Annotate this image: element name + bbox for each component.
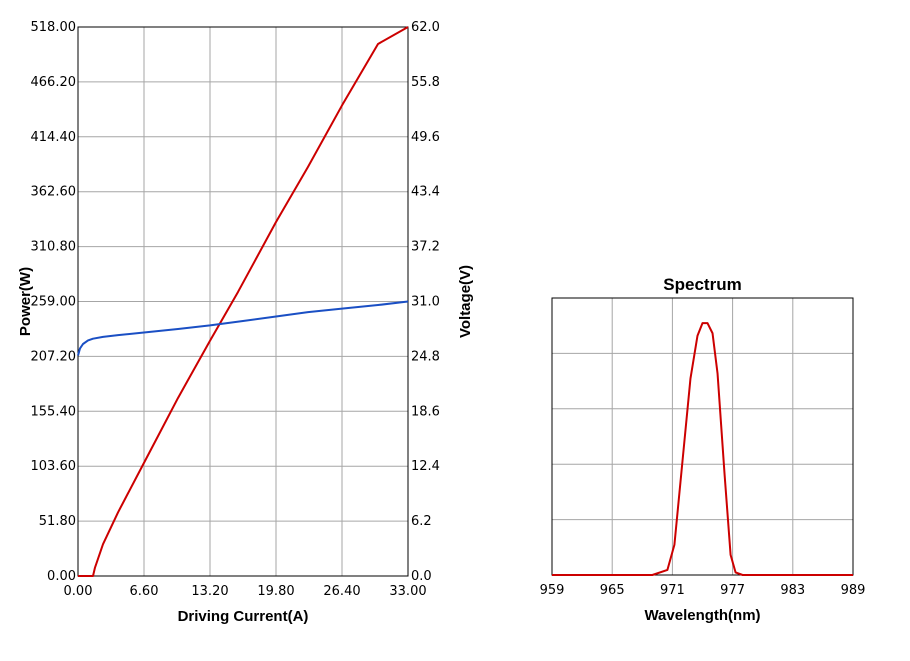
y-tick-label: 362.60 bbox=[31, 185, 77, 200]
y2-tick-label: 0.0 bbox=[411, 569, 432, 584]
y2-tick-label: 55.8 bbox=[411, 75, 440, 90]
spectrum-x-tick-label: 965 bbox=[600, 583, 625, 598]
y2-tick-label: 24.8 bbox=[411, 349, 440, 364]
spectrum-x-tick-label: 989 bbox=[841, 583, 866, 598]
y-tick-label: 207.20 bbox=[31, 349, 77, 364]
spectrum-x-tick-label: 971 bbox=[660, 583, 685, 598]
y2-axis-label: Voltage(V) bbox=[457, 265, 474, 338]
spectrum-title: Spectrum bbox=[663, 275, 741, 294]
spectrum-x-axis-label: Wavelength(nm) bbox=[644, 607, 760, 624]
x-tick-label: 33.00 bbox=[389, 584, 426, 599]
y2-tick-label: 31.0 bbox=[411, 295, 440, 310]
y-tick-label: 414.40 bbox=[31, 130, 77, 145]
voltage-series-line bbox=[77, 300, 409, 356]
x-axis-label: Driving Current(A) bbox=[178, 608, 309, 625]
spectrum-x-tick-label: 959 bbox=[540, 583, 565, 598]
x-tick-label: 19.80 bbox=[257, 584, 294, 599]
y-tick-label: 51.80 bbox=[39, 514, 76, 529]
y2-tick-label: 62.0 bbox=[411, 20, 440, 35]
y-tick-label: 259.00 bbox=[31, 295, 77, 310]
x-tick-label: 0.00 bbox=[64, 584, 93, 599]
y2-tick-label: 6.2 bbox=[411, 514, 432, 529]
spectrum-x-tick-label: 983 bbox=[780, 583, 805, 598]
y2-tick-label: 12.4 bbox=[411, 459, 440, 474]
y-tick-label: 466.20 bbox=[31, 75, 77, 90]
x-tick-label: 6.60 bbox=[130, 584, 159, 599]
y-tick-label: 155.40 bbox=[31, 404, 77, 419]
x-tick-label: 13.20 bbox=[191, 584, 228, 599]
y2-tick-label: 18.6 bbox=[411, 404, 440, 419]
y-tick-label: 0.00 bbox=[47, 569, 76, 584]
y2-tick-label: 37.2 bbox=[411, 240, 440, 255]
x-tick-label: 26.40 bbox=[323, 584, 360, 599]
spectrum-series-line bbox=[552, 322, 853, 576]
plot-frame-spectrum bbox=[551, 297, 854, 576]
y2-tick-label: 49.6 bbox=[411, 130, 440, 145]
y-tick-label: 518.00 bbox=[31, 20, 77, 35]
spectrum-x-tick-label: 977 bbox=[720, 583, 745, 598]
power-series-line bbox=[78, 26, 409, 577]
y-axis-label: Power(W) bbox=[17, 267, 34, 336]
y2-tick-label: 43.4 bbox=[411, 185, 440, 200]
y-tick-label: 103.60 bbox=[31, 459, 77, 474]
y-tick-label: 310.80 bbox=[31, 240, 77, 255]
